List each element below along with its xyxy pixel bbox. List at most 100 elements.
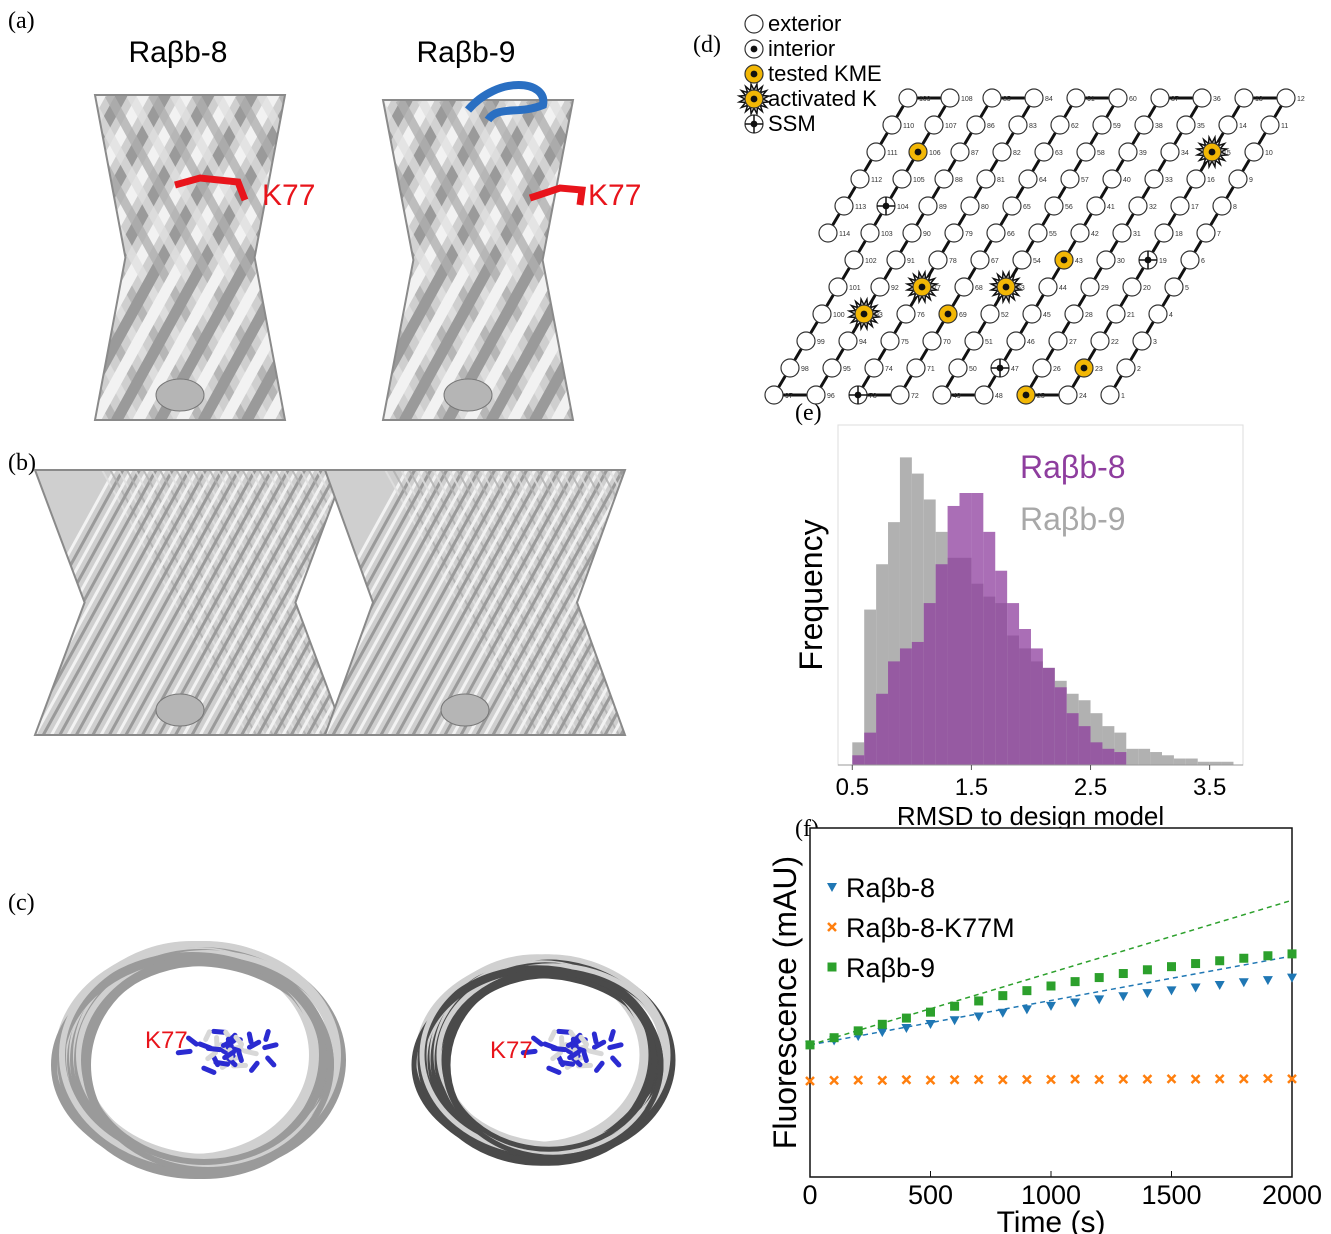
residue-node [945, 224, 963, 242]
side-chain [239, 1053, 241, 1061]
panel-label: (a) [8, 8, 35, 34]
structure-title: Raβb-8 [129, 36, 228, 69]
x-axis-label: Time (s) [997, 1206, 1106, 1234]
residue-number: 80 [981, 204, 989, 211]
side-chain [559, 1057, 563, 1065]
strand [641, 470, 787, 735]
residue-number: 89 [939, 204, 947, 211]
residue-node [1165, 278, 1183, 296]
marker [1119, 969, 1128, 978]
residue-node [867, 143, 885, 161]
interior-dot [1081, 365, 1088, 372]
hist-bar [936, 564, 948, 765]
residue-number: 96 [827, 393, 835, 400]
legend-label: activated K [768, 86, 877, 111]
strand [613, 470, 759, 735]
residue-node [823, 359, 841, 377]
residue-node [1067, 89, 1085, 107]
y-axis-label: Fluorescence (mAU) [767, 856, 803, 1149]
residue-number: 23 [1095, 366, 1103, 373]
residue-node [923, 332, 941, 350]
residue-node [899, 89, 917, 107]
residue-number: 6 [1201, 258, 1205, 265]
strand [0, 95, 114, 420]
residue-number: 26 [1053, 366, 1061, 373]
residue-number: 49 [953, 393, 961, 400]
hist-bar [1067, 713, 1079, 765]
strand [713, 470, 859, 735]
strand [600, 100, 776, 420]
residue-node [1117, 359, 1135, 377]
residue-number: 69 [959, 312, 967, 319]
hist-bar [864, 733, 876, 765]
residue-number: 46 [1027, 339, 1035, 346]
residue-node [1187, 170, 1205, 188]
residue-node [987, 224, 1005, 242]
residue-node [1035, 143, 1053, 161]
residue-node [745, 15, 763, 33]
residue-node [845, 251, 863, 269]
residue-number: 95 [843, 366, 851, 373]
strand [615, 470, 761, 735]
residue-number: 34 [1181, 150, 1189, 157]
side-chain [252, 1063, 258, 1070]
strand [598, 470, 744, 735]
residue-number: 28 [1085, 312, 1093, 319]
side-chain [590, 1051, 601, 1054]
interior-dot [751, 96, 758, 103]
hist-bar [876, 694, 888, 765]
residue-node [1135, 116, 1153, 134]
hist-bar [995, 571, 1007, 765]
residue-number: 64 [1039, 177, 1047, 184]
hist-bar [1114, 752, 1126, 765]
strand [631, 470, 777, 735]
interior-dot [1061, 257, 1068, 264]
residue-number: 9 [1249, 177, 1253, 184]
panel-label: (b) [8, 450, 36, 476]
residue-node [925, 116, 943, 134]
marker [830, 1033, 839, 1042]
marker [1095, 973, 1104, 982]
residue-number: 90 [923, 231, 931, 238]
residue-node [919, 197, 937, 215]
residue-node [1235, 89, 1253, 107]
residue-number: 55 [1049, 231, 1057, 238]
residue-node [1059, 386, 1077, 404]
hist-bar [1007, 603, 1019, 765]
hist-bar [1043, 668, 1055, 765]
residue-node [883, 116, 901, 134]
hist-bar [1186, 759, 1198, 765]
residue-number: 79 [965, 231, 973, 238]
marker [1071, 977, 1080, 986]
hist-bar [924, 603, 936, 765]
strand [633, 470, 779, 735]
residue-number: 87 [971, 150, 979, 157]
residue-number: 109 [919, 96, 931, 103]
residue-number: 32 [1149, 204, 1157, 211]
residue-number: 98 [801, 366, 809, 373]
interior-dot [1023, 392, 1030, 399]
side-chain [611, 1032, 613, 1040]
residue-node [829, 278, 847, 296]
residue-number: 24 [1079, 393, 1087, 400]
residue-number: 5 [1185, 285, 1189, 292]
residue-node [975, 386, 993, 404]
side-chain [189, 1038, 197, 1044]
residue-number: 108 [961, 96, 973, 103]
residue-node [1155, 224, 1173, 242]
residue-node [1045, 197, 1063, 215]
marker [1288, 949, 1297, 958]
residue-number: 25 [1037, 393, 1045, 400]
strand [645, 470, 791, 735]
residue-number: 1 [1121, 393, 1125, 400]
marker [1022, 986, 1031, 995]
residue-number: 76 [917, 312, 925, 319]
y-axis-label: Frequency [793, 519, 829, 670]
legend-label: Raβb-9 [846, 953, 935, 983]
marker [1143, 965, 1152, 974]
residue-label: K77 [262, 179, 315, 212]
residue-number: 113 [855, 204, 866, 211]
residue-number: 47 [1011, 366, 1019, 373]
residue-number: 111 [887, 150, 898, 157]
residue-number: 100 [833, 312, 845, 319]
